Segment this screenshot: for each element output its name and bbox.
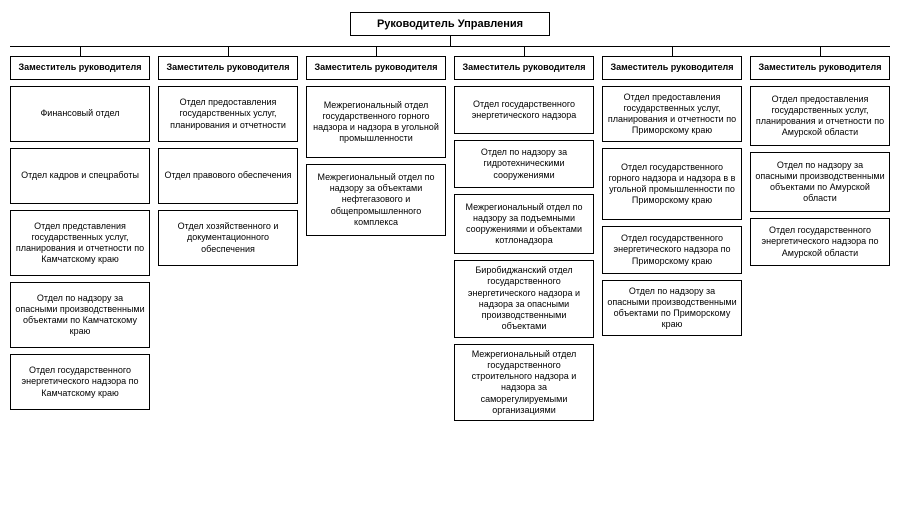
root-label: Руководитель Управления — [377, 18, 523, 30]
org-node: Отдел государственного горного надзора и… — [602, 148, 742, 220]
column-5: Заместитель руководителя Отдел предоставл… — [750, 56, 890, 421]
org-node: Финансовый отдел — [10, 86, 150, 142]
connector-line — [524, 46, 525, 56]
deputy-head: Заместитель руководителя — [454, 56, 594, 80]
org-node: Отдел по надзору за опасными производств… — [602, 280, 742, 336]
column-4: Заместитель руководителя Отдел предоставл… — [602, 56, 742, 421]
connector-line — [672, 46, 673, 56]
org-node: Отдел государственного энергетического н… — [454, 86, 594, 134]
connector-line — [376, 46, 377, 56]
org-node: Отдел предоставления государственных усл… — [158, 86, 298, 142]
org-chart-canvas: Руководитель Управления Заместитель руко… — [0, 0, 900, 516]
column-0: Заместитель руководителя Финансовый отдел… — [10, 56, 150, 421]
org-node: Отдел предоставления государственных усл… — [750, 86, 890, 146]
connector-line — [80, 46, 81, 56]
org-node: Отдел представления государственных услу… — [10, 210, 150, 276]
org-node: Отдел правового обеспечения — [158, 148, 298, 204]
org-node: Межрегиональный отдел по надзору за объе… — [306, 164, 446, 236]
deputy-head: Заместитель руководителя — [750, 56, 890, 80]
connector-line — [820, 46, 821, 56]
column-1: Заместитель руководителя Отдел предоставл… — [158, 56, 298, 421]
org-node: Отдел предоставления государственных усл… — [602, 86, 742, 142]
org-node: Отдел государственного энергетического н… — [750, 218, 890, 266]
org-node: Межрегиональный отдел государственного с… — [454, 344, 594, 422]
org-node: Биробиджанский отдел государственного эн… — [454, 260, 594, 338]
root-node: Руководитель Управления — [350, 12, 550, 36]
org-node: Отдел по надзору за гидротехническими со… — [454, 140, 594, 188]
org-node: Отдел кадров и спецработы — [10, 148, 150, 204]
deputy-head: Заместитель руководителя — [158, 56, 298, 80]
connector-line — [228, 46, 229, 56]
column-3: Заместитель руководителя Отдел государств… — [454, 56, 594, 421]
deputy-head: Заместитель руководителя — [306, 56, 446, 80]
deputy-head: Заместитель руководителя — [602, 56, 742, 80]
connector-line — [450, 36, 451, 46]
org-node: Отдел по надзору за опасными производств… — [10, 282, 150, 348]
org-node: Межрегиональный отдел государственного г… — [306, 86, 446, 158]
connector-line — [10, 46, 890, 47]
org-node: Отдел государственного энергетического н… — [602, 226, 742, 274]
deputy-head: Заместитель руководителя — [10, 56, 150, 80]
org-node: Отдел государственного энергетического н… — [10, 354, 150, 410]
org-node: Отдел хозяйственного и документационного… — [158, 210, 298, 266]
org-node: Межрегиональный отдел по надзору за подъ… — [454, 194, 594, 254]
org-node: Отдел по надзору за опасными производств… — [750, 152, 890, 212]
columns-container: Заместитель руководителя Финансовый отдел… — [10, 56, 890, 421]
column-2: Заместитель руководителя Межрегиональный … — [306, 56, 446, 421]
